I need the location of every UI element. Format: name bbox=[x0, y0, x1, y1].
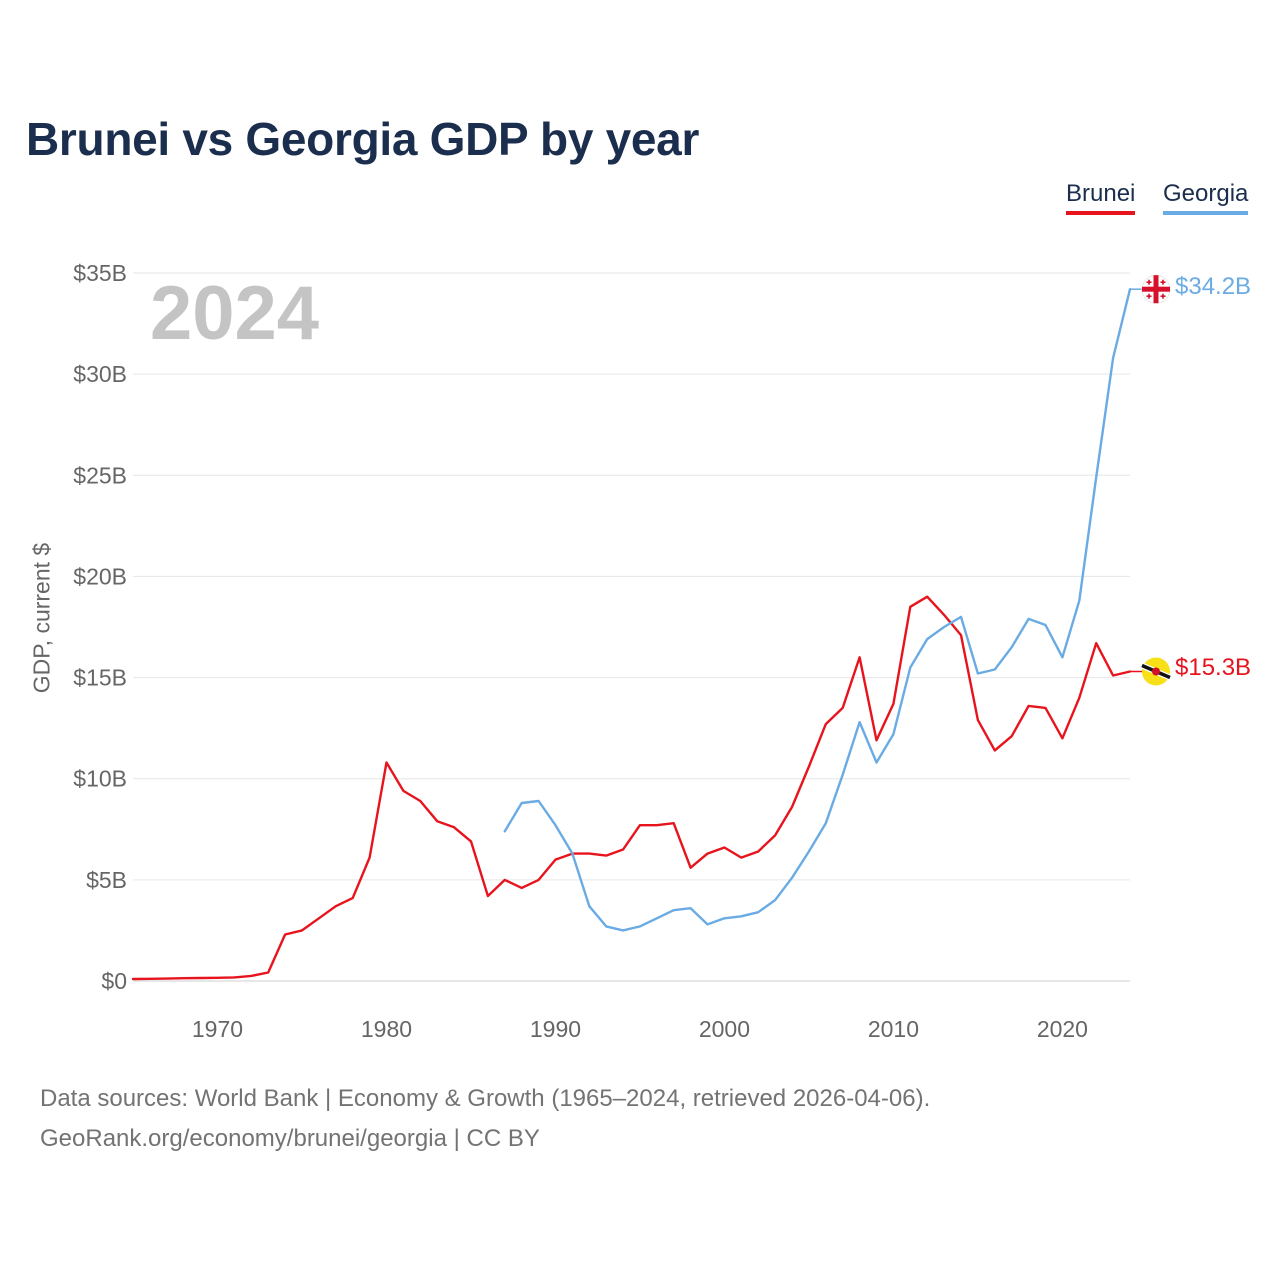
y-tick-label: $10B bbox=[73, 766, 127, 792]
end-value-label-georgia: $34.2B bbox=[1175, 273, 1252, 300]
y-tick-label: $30B bbox=[73, 361, 127, 387]
legend-item-brunei[interactable]: Brunei bbox=[1066, 180, 1136, 215]
year-watermark: 2024 bbox=[150, 271, 320, 356]
x-tick-label: 2010 bbox=[868, 1016, 919, 1042]
x-tick-label: 2000 bbox=[699, 1016, 750, 1042]
series-line-georgia[interactable] bbox=[503, 288, 1132, 932]
georgia-flag-icon bbox=[1141, 274, 1171, 304]
y-tick-label: $15B bbox=[73, 665, 127, 691]
end-value-label-brunei: $15.3B bbox=[1175, 654, 1252, 681]
x-tick-label: 1970 bbox=[192, 1016, 243, 1042]
series-line-brunei[interactable] bbox=[131, 595, 1132, 981]
x-tick-label: 1980 bbox=[361, 1016, 412, 1042]
x-tick-label: 2020 bbox=[1037, 1016, 1088, 1042]
y-tick-label: $20B bbox=[73, 563, 127, 589]
y-tick-label: $5B bbox=[86, 867, 127, 893]
y-axis-label: GDP, current $ bbox=[28, 542, 55, 694]
footer-link[interactable]: GeoRank.org/economy/brunei/georgia | CC … bbox=[40, 1125, 540, 1152]
chart-title: Brunei vs Georgia GDP by year bbox=[26, 113, 700, 165]
legend-item-georgia[interactable]: Georgia bbox=[1163, 180, 1249, 215]
brunei-flag-icon bbox=[1140, 657, 1172, 686]
y-tick-label: $0 bbox=[101, 968, 127, 994]
x-tick-label: 1990 bbox=[530, 1016, 581, 1042]
y-tick-label: $35B bbox=[73, 260, 127, 286]
footer-sources: Data sources: World Bank | Economy & Gro… bbox=[40, 1085, 931, 1112]
y-tick-label: $25B bbox=[73, 462, 127, 488]
